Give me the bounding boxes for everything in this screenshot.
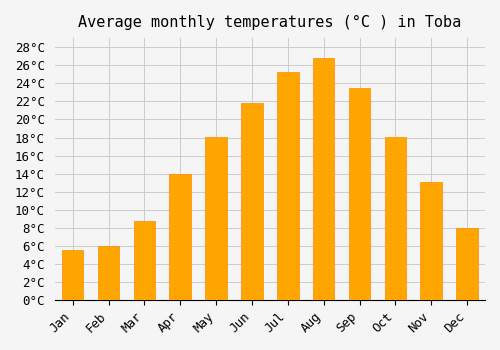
Bar [98, 246, 120, 300]
Bar [420, 182, 442, 300]
Bar [348, 88, 370, 300]
Bar [313, 58, 334, 300]
Bar [134, 220, 155, 300]
Bar [277, 71, 298, 300]
Bar [384, 136, 406, 300]
Bar [456, 228, 478, 300]
Bar [206, 136, 227, 300]
Bar [241, 103, 262, 300]
Bar [170, 174, 191, 300]
Title: Average monthly temperatures (°C ) in Toba: Average monthly temperatures (°C ) in To… [78, 15, 462, 30]
Bar [62, 251, 84, 300]
